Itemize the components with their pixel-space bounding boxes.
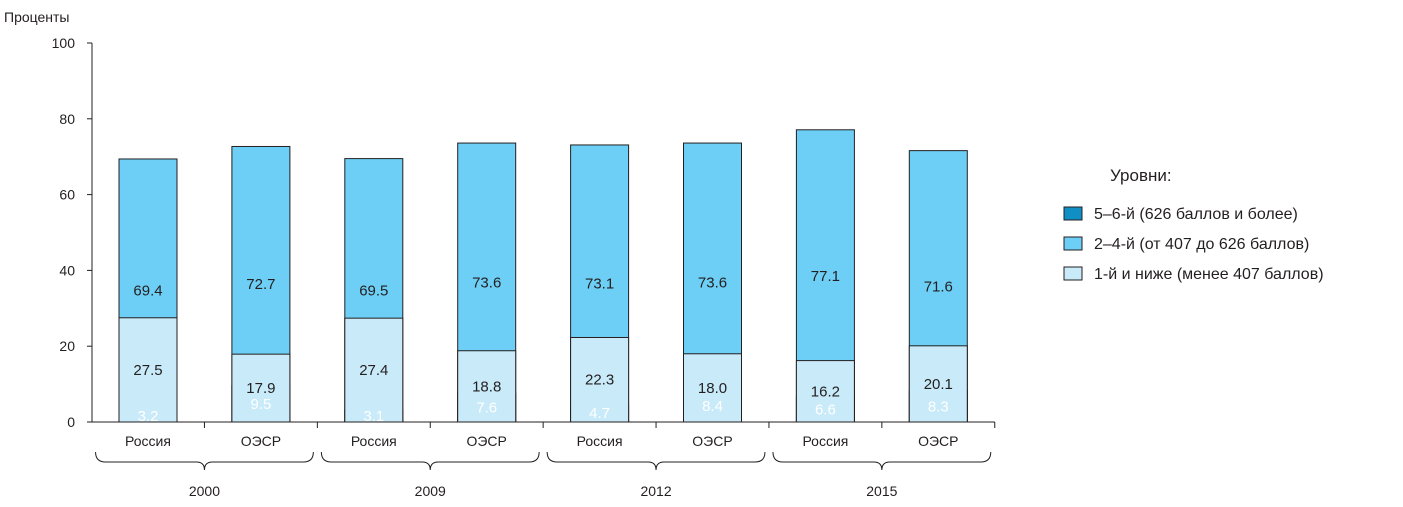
value-label: 18.0: [698, 380, 727, 397]
value-label: 7.6: [476, 400, 497, 417]
value-label: 72.7: [246, 276, 275, 293]
legend-swatch: [1063, 236, 1083, 251]
value-label: 69.5: [359, 282, 388, 299]
value-label: 8.4: [702, 398, 723, 415]
y-tick-label: 0: [67, 414, 75, 430]
x-category-label: Россия: [577, 433, 623, 449]
y-axis-label: Проценты: [4, 9, 70, 25]
value-label: 20.1: [924, 376, 953, 393]
bar-segment-level_1: [457, 350, 517, 423]
value-label: 18.8: [472, 378, 501, 395]
group-brace: [772, 451, 992, 471]
x-category-label: Россия: [802, 433, 848, 449]
value-label: 6.6: [815, 401, 836, 418]
bar-segment-level_1: [570, 336, 630, 423]
legend-entry: 2–4-й (от 407 до 626 баллов): [1094, 236, 1309, 253]
value-label: 17.9: [246, 380, 275, 397]
group-label: 2012: [640, 483, 671, 499]
value-label: 73.1: [585, 275, 614, 292]
legend-swatch: [1063, 206, 1083, 221]
y-tick-label: 40: [59, 262, 75, 278]
bar-segment-level_1: [344, 317, 404, 423]
group-label: 2015: [866, 483, 897, 499]
value-label: 22.3: [585, 372, 614, 389]
value-label: 8.3: [928, 398, 949, 415]
group-brace: [320, 451, 540, 471]
value-label: 3.1: [363, 408, 384, 425]
x-category-label: ОЭСР: [241, 433, 281, 449]
bars: [118, 129, 968, 423]
bar-segment-level_1: [118, 317, 178, 423]
bar-segment-level_1: [795, 360, 855, 423]
x-category-label: ОЭСР: [918, 433, 958, 449]
value-label: 3.2: [138, 408, 159, 425]
value-label: 71.6: [924, 278, 953, 295]
value-label: 77.1: [811, 268, 840, 285]
legend-entry: 5–6-й (626 баллов и более): [1094, 206, 1298, 223]
value-labels: 3.2 69.4 27.5 9.5 72.7 17.9 3.1 69.5 27.4 7.6 73.6…: [133, 268, 953, 425]
legend-title: Уровни:: [1110, 166, 1172, 185]
y-tick-label: 60: [59, 187, 75, 203]
value-label: 69.4: [133, 282, 162, 299]
bar-segment-level_1: [683, 353, 742, 423]
group-brace: [95, 451, 314, 471]
value-label: 16.2: [811, 383, 840, 400]
group-brace: [546, 451, 766, 471]
value-label: 73.6: [472, 275, 501, 292]
y-tick-label: 100: [52, 35, 76, 51]
value-label: 27.4: [359, 362, 388, 379]
legend-swatch: [1063, 266, 1083, 281]
value-label: 9.5: [250, 396, 271, 413]
value-label: 4.7: [589, 405, 610, 422]
x-category-label: Россия: [351, 433, 397, 449]
group-label: 2000: [189, 483, 220, 499]
x-category-label: Россия: [125, 433, 171, 449]
legend-entry: 1-й и ниже (менее 407 баллов): [1094, 266, 1324, 283]
group-label: 2009: [415, 483, 446, 499]
x-category-label: ОЭСР: [692, 433, 732, 449]
bar-segment-level_1: [908, 345, 968, 423]
y-tick-label: 20: [59, 338, 75, 354]
y-tick-label: 80: [59, 111, 75, 127]
value-label: 73.6: [698, 275, 727, 292]
axes: 0 20 40 60 80 100 Россия ОЭСР Россия ОЭСР Россия ОЭ…: [52, 35, 996, 499]
legend: Уровни: 5–6-й (626 баллов и более) 2–4-й …: [1063, 166, 1324, 283]
value-label: 27.5: [133, 362, 162, 379]
bar-segment-level_1: [231, 353, 291, 423]
x-category-label: ОЭСР: [466, 433, 506, 449]
